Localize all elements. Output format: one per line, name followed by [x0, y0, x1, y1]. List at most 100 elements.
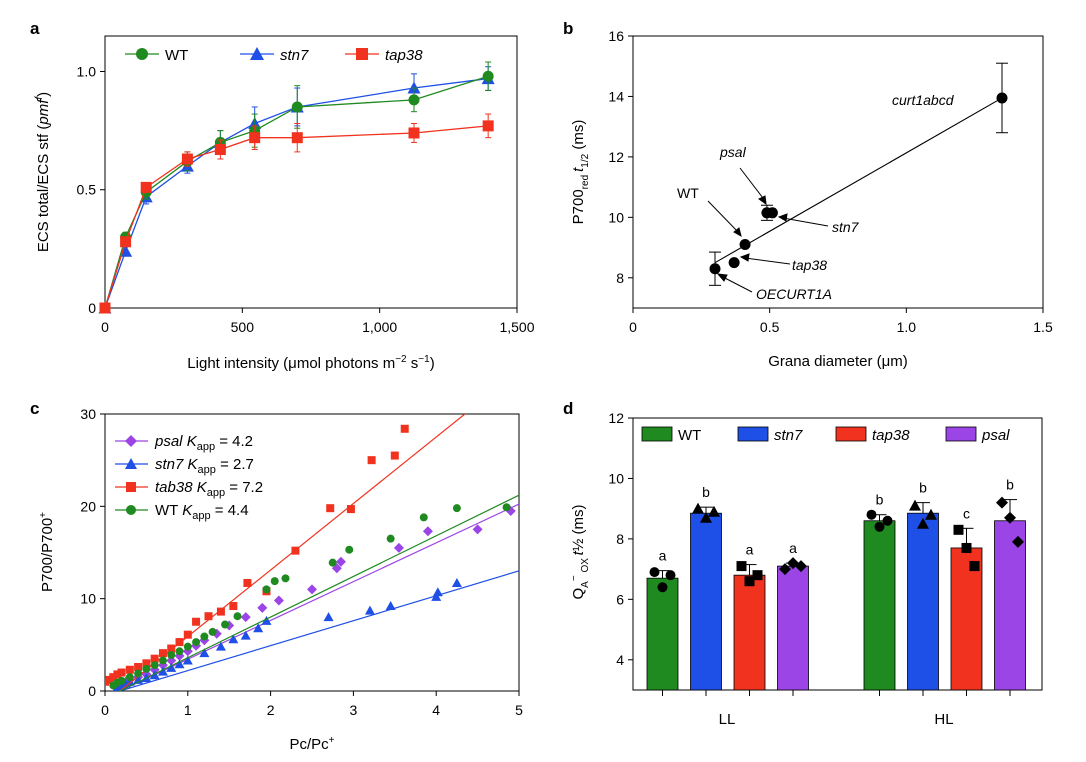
bar-stn7-ll	[690, 512, 722, 691]
panel-b-x-label: Grana diameter (μm)	[768, 353, 908, 370]
data-point-wt	[221, 620, 230, 629]
legend-swatch-psal	[945, 426, 977, 442]
data-point-tab38	[117, 668, 126, 677]
data-point-tap38	[181, 153, 193, 165]
arrow-stn7	[782, 217, 829, 227]
data-point-wt	[452, 504, 461, 513]
legend-label-stn7: stn7	[774, 427, 803, 444]
panel-c: c 0 1 2 3 4 5 0 10 20 30 psal Kapp = 4.2 stn7 Kap…	[30, 399, 523, 753]
series-line-stn7	[104, 77, 489, 309]
data-point-psal	[273, 595, 284, 606]
data-point-tab38	[109, 673, 118, 682]
data-point-stn7	[364, 605, 375, 615]
data-point-wt	[739, 239, 751, 251]
legend-label-wt: WT	[678, 427, 701, 444]
data-point-tab38	[291, 546, 300, 555]
fit-line-wt	[119, 494, 519, 691]
data-point-stn7	[385, 601, 396, 611]
data-point-tab38	[229, 602, 238, 611]
panel-letter-b: b	[563, 19, 573, 38]
legend-marker-stn7	[250, 47, 264, 60]
significance-letter-stn7: b	[919, 480, 927, 496]
data-point-stn7	[253, 623, 264, 633]
b-y-tick-label: 14	[608, 88, 624, 104]
data-point-tap38	[140, 181, 152, 193]
legend-label-psal: psal	[981, 427, 1010, 444]
panel-d-frame	[632, 417, 1043, 691]
bar-wt-ll	[646, 577, 679, 691]
arrow-oecurt1a	[720, 275, 753, 293]
bar-wt-hl	[863, 520, 896, 691]
c-y-tick-label: 30	[80, 406, 96, 422]
b-y-tick-label: 8	[616, 270, 624, 286]
data-point-wt	[665, 570, 676, 581]
arrow-wt	[707, 200, 741, 235]
d-y-tick-label: 10	[608, 470, 624, 486]
data-point-tab38	[167, 644, 176, 653]
a-x-tick-label: 1,500	[499, 319, 534, 335]
panel-d: d 4 6 8 10 12 a b b b a c a b WT stn7 tap38 psal LL HL…	[563, 399, 1043, 728]
data-point-psal	[1004, 511, 1016, 524]
data-point-tab38	[105, 675, 114, 684]
arrowhead-psal	[758, 195, 767, 206]
group-label-hl: HL	[934, 711, 953, 728]
fit-line-psal	[119, 503, 519, 691]
data-point-psal	[393, 542, 404, 553]
a-x-tick-label: 1,000	[362, 319, 397, 335]
panel-d-y-label: QA− OX t½ (ms)	[569, 504, 591, 599]
data-point-wt	[134, 669, 143, 678]
data-point-tap38	[291, 132, 303, 144]
bar-stn7-hl	[907, 512, 939, 691]
legend-label-tab38: tab38 Kapp = 7.2	[155, 479, 263, 499]
panel-c-frame	[104, 413, 520, 692]
fit-line-stn7	[119, 570, 519, 691]
arrowhead-wt	[733, 227, 742, 238]
a-y-tick-label: 1.0	[77, 63, 97, 79]
c-x-tick-label: 0	[101, 702, 109, 718]
data-point-psal	[1012, 535, 1024, 548]
legend-label-stn7: stn7	[280, 47, 309, 64]
data-point-stn7	[708, 505, 720, 517]
data-point-psal	[240, 612, 251, 623]
data-point-tap38	[961, 542, 972, 553]
legend-swatch-stn7	[737, 426, 769, 442]
data-point-psal	[472, 524, 483, 535]
panel-letter-c: c	[30, 399, 39, 418]
data-point-wt	[117, 676, 126, 685]
panel-b-y-label: P700redt1/2 (ms)	[570, 120, 591, 225]
data-point-wt	[200, 632, 209, 641]
data-point-tab38	[113, 670, 122, 679]
significance-letter-psal: b	[1006, 477, 1014, 493]
panel-d-y-axis: 4 6 8 10 12	[608, 410, 633, 668]
panel-a-frame	[104, 35, 518, 309]
data-point-wt	[167, 650, 176, 659]
data-point-wt	[158, 656, 167, 665]
data-point-tab38	[183, 630, 192, 639]
data-point-stn7	[432, 587, 443, 597]
panel-c-y-label: P700/P700+	[38, 512, 56, 592]
panel-letter-d: d	[563, 399, 573, 418]
b-y-tick-label: 12	[608, 149, 624, 165]
label-psal: psal	[719, 144, 747, 160]
data-point-tab38	[192, 617, 201, 626]
data-point-stn7	[174, 659, 185, 669]
significance-letter-tap38: a	[746, 542, 754, 558]
data-point-tab38	[216, 607, 225, 616]
b-x-tick-label: 0.5	[760, 319, 780, 335]
group-label-ll: LL	[719, 711, 736, 728]
data-point-psal	[257, 602, 268, 613]
bar-tap38-ll	[733, 574, 766, 691]
data-point-wt	[270, 577, 279, 586]
arrow-psal	[739, 167, 767, 203]
panel-a-legend: WT stn7 tap38	[125, 47, 423, 64]
data-point-stn7	[228, 634, 239, 644]
data-point-tap38	[752, 570, 763, 581]
data-point-psal	[996, 496, 1008, 509]
panel-a-series	[98, 61, 495, 314]
data-point-wt	[649, 567, 660, 578]
data-point-stn7	[925, 508, 937, 520]
data-point-wt	[328, 558, 337, 567]
legend-label-stn7: stn7 Kapp = 2.7	[155, 456, 254, 476]
data-point-psal	[335, 556, 346, 567]
data-point-stn7	[261, 615, 272, 625]
